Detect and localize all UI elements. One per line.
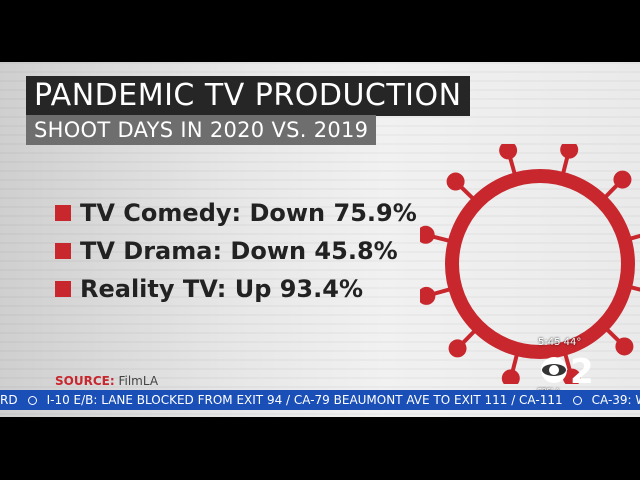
news-graphic: PANDEMIC TV PRODUCTION SHOOT DAYS IN 202… xyxy=(0,62,640,417)
bullet-square-icon xyxy=(55,205,71,221)
virus-spike-tip xyxy=(615,337,634,356)
virus-spike xyxy=(629,233,640,241)
ticker-item: RD xyxy=(0,393,18,407)
virus-body xyxy=(445,169,635,359)
bullet-square-icon xyxy=(55,243,71,259)
logo-number: 2 xyxy=(570,352,594,390)
bullet-text: TV Comedy: Down 75.9% xyxy=(80,199,417,227)
source-label: SOURCE: xyxy=(55,374,115,388)
bullet-item: TV Drama: Down 45.8% xyxy=(55,232,417,270)
cbs2-logo-icon: 2 xyxy=(541,352,594,390)
bullet-square-icon xyxy=(55,281,71,297)
source-value: FilmLA xyxy=(118,374,159,388)
virus-spike-tip xyxy=(562,368,581,384)
source-credit: SOURCE: FilmLA xyxy=(55,374,158,388)
ticker-item: I-10 E/B: LANE BLOCKED FROM EXIT 94 / CA… xyxy=(46,393,563,407)
cbs-eye-icon xyxy=(572,395,582,405)
graphic-title: PANDEMIC TV PRODUCTION xyxy=(26,76,470,116)
virus-spike-tip xyxy=(420,286,436,305)
bullet-text: TV Drama: Down 45.8% xyxy=(80,237,398,265)
virus-spike-tip xyxy=(446,172,465,191)
bullet-text: Reality TV: Up 93.4% xyxy=(80,275,363,303)
virus-spike xyxy=(630,285,640,292)
ticker-item: CA-39: WI xyxy=(591,393,640,407)
cbs-eye-icon xyxy=(27,395,37,405)
virus-spike-tip xyxy=(501,369,520,384)
virus-icon xyxy=(420,144,640,384)
bullet-list: TV Comedy: Down 75.9% TV Drama: Down 45.… xyxy=(55,194,417,308)
virus-spike-tip xyxy=(499,144,518,160)
bullet-item: Reality TV: Up 93.4% xyxy=(55,270,417,308)
ticker-track: RD I-10 E/B: LANE BLOCKED FROM EXIT 94 /… xyxy=(0,390,640,410)
virus-spike-tip xyxy=(560,144,579,159)
graphic-subtitle: SHOOT DAYS IN 2020 VS. 2019 xyxy=(26,115,377,145)
virus-spike-tip xyxy=(420,225,435,244)
news-ticker: RD I-10 E/B: LANE BLOCKED FROM EXIT 94 /… xyxy=(0,390,640,410)
bullet-item: TV Comedy: Down 75.9% xyxy=(55,194,417,232)
time-temperature: 5:45 44° xyxy=(538,337,582,348)
virus-spike-tip xyxy=(448,339,467,358)
virus-spike-tip xyxy=(613,170,632,189)
